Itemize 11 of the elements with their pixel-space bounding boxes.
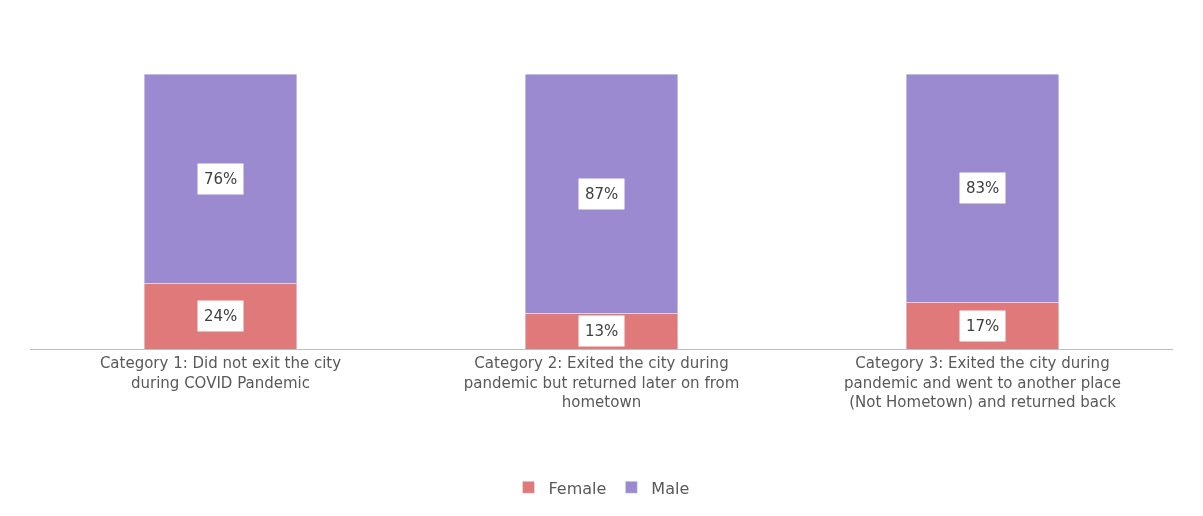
data-label: 13% xyxy=(585,322,619,340)
data-label: 24% xyxy=(204,307,238,325)
x-tick-label: Category 2: Exited the city during pandemic but returned later on from hometown xyxy=(463,354,740,411)
legend-label: Female xyxy=(548,478,607,498)
legend-label: Male xyxy=(651,478,690,498)
data-label: 17% xyxy=(966,317,1000,335)
data-label: 76% xyxy=(204,170,238,188)
x-tick-label: Category 1: Did not exit the city during COVID Pandemic xyxy=(99,354,342,392)
data-label: 87% xyxy=(585,185,619,203)
x-tick-label: Category 3: Exited the city during pandemic and went to another place (Not Hometown) and returned back xyxy=(843,354,1122,411)
data-label: 83% xyxy=(966,179,1000,197)
